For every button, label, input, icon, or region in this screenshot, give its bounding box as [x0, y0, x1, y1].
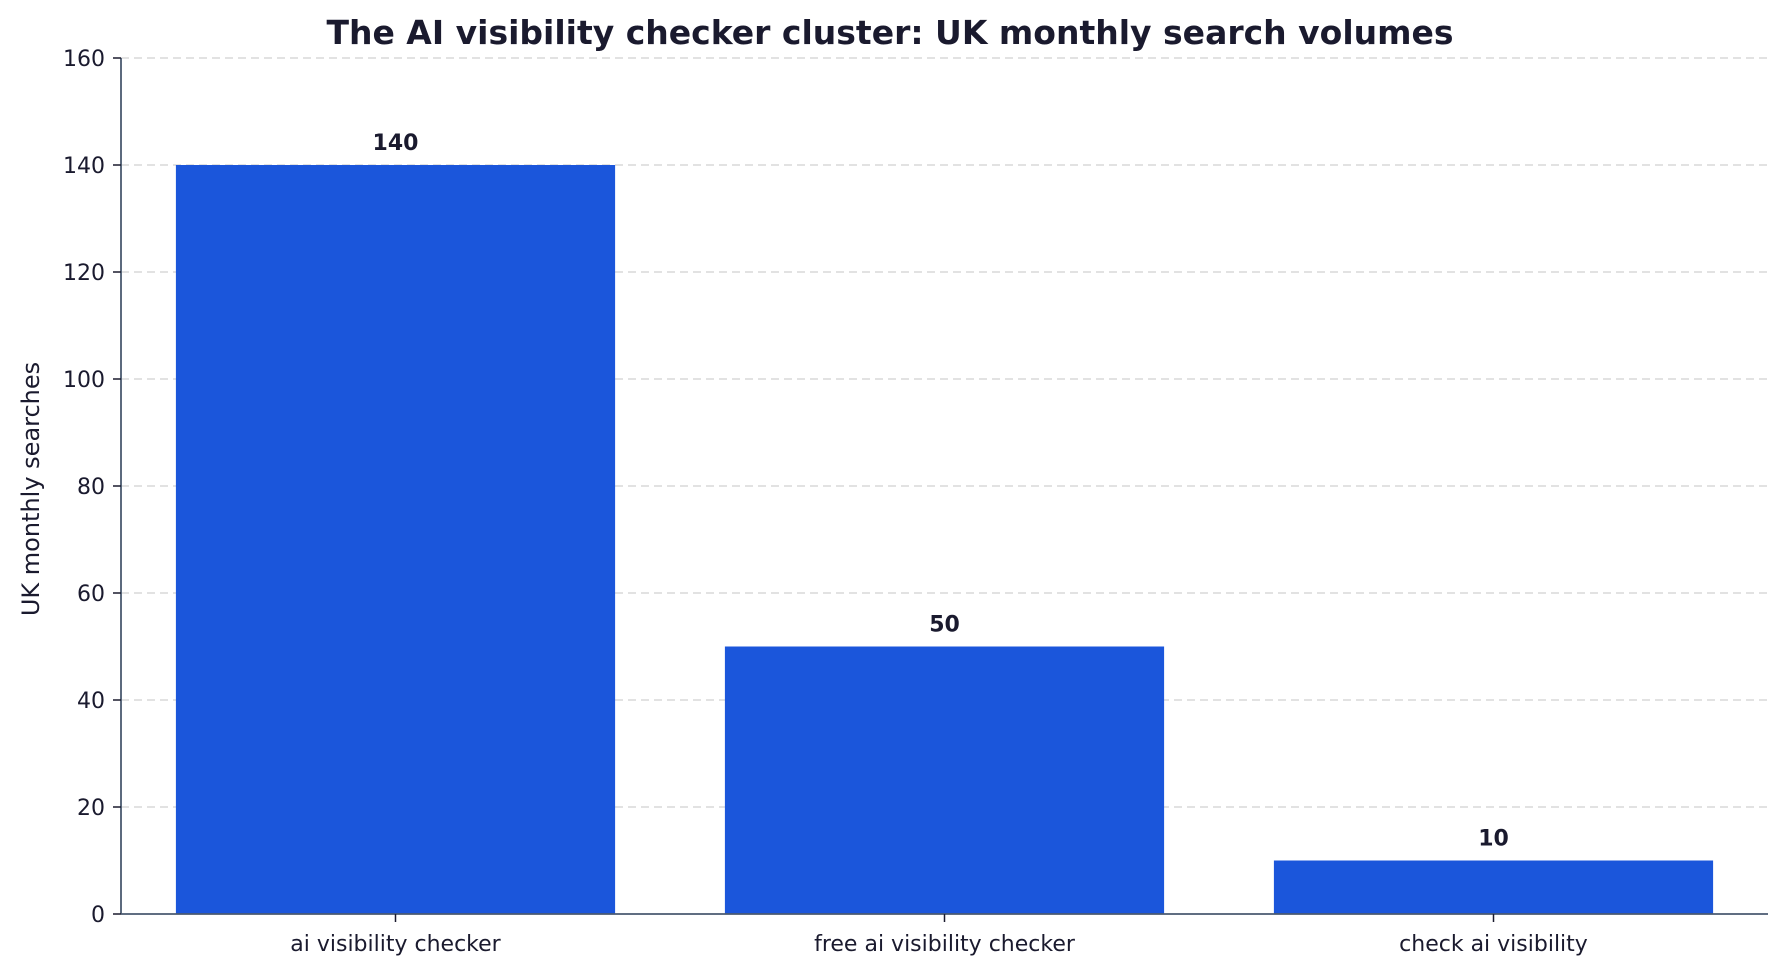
- bar: [175, 165, 616, 914]
- bar: [724, 646, 1165, 914]
- x-ticks: ai visibility checker free ai visibility …: [290, 914, 1588, 957]
- x-tick-label: check ai visibility: [1399, 932, 1588, 957]
- y-tick-label: 0: [91, 903, 105, 928]
- y-tick-label: 80: [77, 475, 105, 500]
- x-tick-label: ai visibility checker: [290, 932, 501, 957]
- y-ticks: 0 20 40 60 80 100 120 140 160: [63, 47, 121, 928]
- y-axis-label: UK monthly searches: [17, 362, 45, 616]
- y-tick-label: 20: [77, 796, 105, 821]
- data-label: 10: [1478, 827, 1509, 852]
- chart-title: The AI visibility checker cluster: UK mo…: [326, 13, 1453, 52]
- y-tick-label: 160: [63, 47, 105, 72]
- bar: [1273, 860, 1714, 914]
- y-tick-label: 60: [77, 582, 105, 607]
- data-label: 140: [373, 131, 419, 156]
- data-label: 50: [929, 613, 960, 638]
- x-tick-label: free ai visibility checker: [814, 932, 1076, 957]
- y-tick-label: 40: [77, 689, 105, 714]
- y-tick-label: 100: [63, 368, 105, 393]
- bars: [175, 165, 1714, 914]
- y-tick-label: 140: [63, 154, 105, 179]
- y-tick-label: 120: [63, 261, 105, 286]
- data-labels: 140 50 10: [373, 131, 1509, 852]
